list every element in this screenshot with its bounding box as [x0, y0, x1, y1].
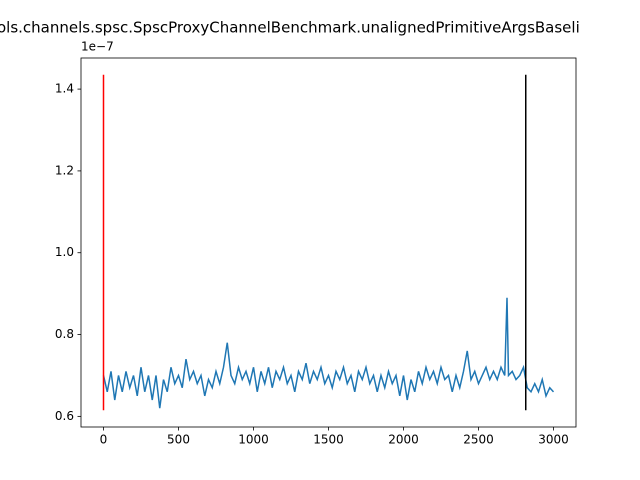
y-tick-label: 1.0 — [55, 245, 74, 259]
x-tick-label: 1000 — [238, 433, 269, 447]
x-tick-label: 500 — [167, 433, 190, 447]
series-line — [102, 297, 555, 409]
x-tick-label: 2500 — [463, 433, 494, 447]
x-tick-label: 3000 — [538, 433, 569, 447]
plot-area — [102, 74, 555, 411]
y-tick-label: 0.8 — [55, 327, 74, 341]
y-tick-label: 1.2 — [55, 163, 74, 177]
x-tick-label: 2000 — [388, 433, 419, 447]
axes-frame — [80, 57, 577, 428]
chart-title: ols.channels.spsc.SpscProxyChannelBenchm… — [0, 19, 580, 37]
x-tick-label: 1500 — [313, 433, 344, 447]
y-tick-label: 0.6 — [55, 409, 74, 423]
x-tick-label: 0 — [100, 433, 108, 447]
y-tick-label: 1.4 — [55, 82, 74, 96]
y-offset-label: 1e−7 — [81, 40, 114, 54]
